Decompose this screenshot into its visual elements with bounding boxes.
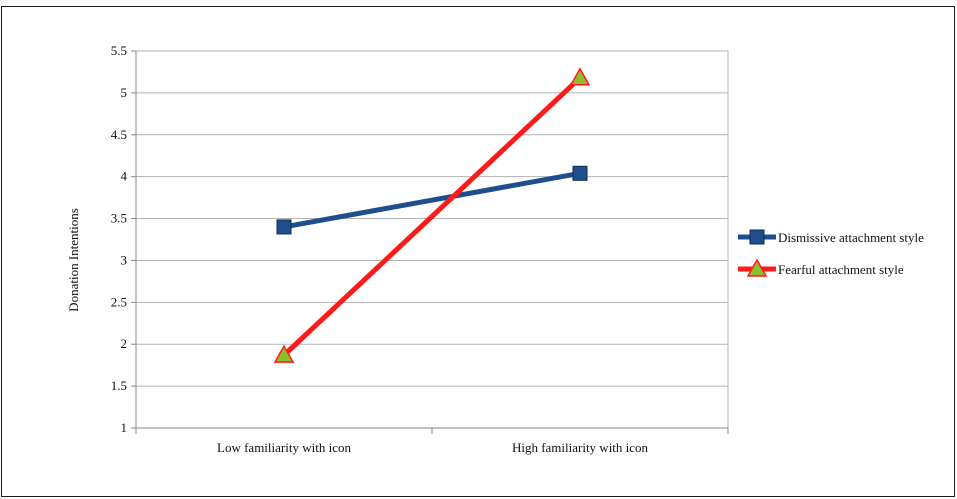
data-point [569,67,591,86]
y-tick-label: 2 [121,336,128,351]
data-point [273,344,295,363]
series-line-1 [281,75,583,358]
legend-marker-1 [746,258,768,277]
legend-label-0: Dismissive attachment style [778,230,924,245]
gridlines [136,50,728,429]
x-tick-label: High familiarity with icon [512,440,649,455]
y-tick-label: 4.5 [111,127,127,142]
y-tick-label: 3 [121,252,128,267]
data-point [276,219,292,235]
data-point [572,165,588,181]
legend: Dismissive attachment style Fearful attac… [738,229,924,277]
y-tick-label: 5 [121,85,128,100]
y-tick-label: 3.5 [111,211,127,226]
tick-labels: 1 1.5 2 2.5 3 3.5 4 4.5 5 5.5 Low familiarity with… [111,43,649,455]
chart-frame [1,6,955,497]
series-layer [273,67,591,363]
y-tick-label: 1.5 [111,378,127,393]
y-tick-label: 2.5 [111,294,127,309]
y-tick-label: 5.5 [111,43,127,58]
axes [131,50,729,434]
y-tick-label: 4 [121,169,128,184]
y-tick-label: 1 [121,420,128,435]
legend-marker-0 [749,229,765,245]
series-line-0 [281,170,583,230]
y-axis-title: Donation Intentions [66,208,81,312]
legend-label-1: Fearful attachment style [778,262,904,277]
x-tick-label: Low familiarity with icon [217,440,351,455]
